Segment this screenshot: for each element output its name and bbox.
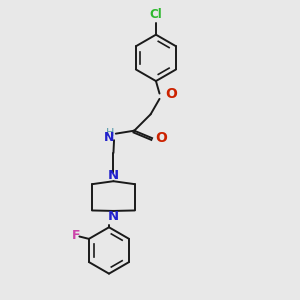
Text: N: N: [104, 131, 114, 144]
Text: O: O: [165, 87, 177, 101]
Text: N: N: [108, 210, 119, 223]
Text: N: N: [108, 169, 119, 182]
Text: H: H: [106, 128, 114, 138]
Text: Cl: Cl: [150, 8, 162, 21]
Text: F: F: [72, 230, 81, 242]
Text: O: O: [155, 131, 167, 145]
